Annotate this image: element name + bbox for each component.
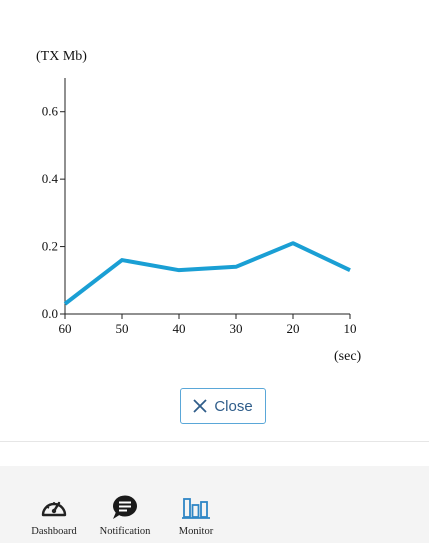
x-tick-label: 40 bbox=[173, 321, 186, 336]
x-tick-label: 20 bbox=[287, 321, 300, 336]
x-tick-label: 60 bbox=[59, 321, 72, 336]
bottom-tab-bar: Dashboard Notification Monitor bbox=[0, 466, 429, 543]
y-tick-label: 0.6 bbox=[42, 104, 59, 119]
x-tick-label: 30 bbox=[230, 321, 243, 336]
x-ticks: 60 50 40 30 20 10 bbox=[59, 314, 357, 336]
tab-label: Notification bbox=[99, 526, 151, 537]
tx-chart: (TX Mb) (sec) 0.0 0.2 0.4 0.6 60 50 40 30 20 10 bbox=[36, 49, 362, 364]
tx-series-line bbox=[63, 241, 351, 306]
close-button[interactable]: Close bbox=[180, 388, 266, 424]
x-icon bbox=[193, 399, 207, 413]
y-tick-label: 0.0 bbox=[42, 306, 58, 321]
y-tick-label: 0.2 bbox=[42, 239, 58, 254]
chat-bubble-icon bbox=[110, 494, 140, 520]
tx-line-chart: (TX Mb) (sec) 0.0 0.2 0.4 0.6 60 50 40 30 20 10 bbox=[36, 49, 362, 364]
series-group bbox=[63, 241, 351, 306]
gauge-icon bbox=[39, 494, 69, 520]
divider bbox=[0, 441, 429, 442]
y-ticks: 0.0 0.2 0.4 0.6 bbox=[42, 104, 65, 321]
x-axis-label: (sec) bbox=[334, 349, 362, 364]
close-button-label: Close bbox=[214, 397, 253, 415]
chart-axes bbox=[64, 78, 350, 315]
y-tick-label: 0.4 bbox=[42, 171, 59, 186]
tab-label: Monitor bbox=[178, 526, 214, 537]
x-tick-label: 50 bbox=[116, 321, 129, 336]
tab-label: Dashboard bbox=[31, 526, 77, 537]
tab-monitor[interactable]: Monitor bbox=[168, 466, 224, 543]
tab-dashboard[interactable]: Dashboard bbox=[26, 466, 82, 543]
y-axis-label: (TX Mb) bbox=[36, 49, 87, 64]
x-tick-label: 10 bbox=[344, 321, 357, 336]
tab-notification[interactable]: Notification bbox=[92, 466, 158, 543]
bar-chart-icon bbox=[181, 494, 211, 520]
